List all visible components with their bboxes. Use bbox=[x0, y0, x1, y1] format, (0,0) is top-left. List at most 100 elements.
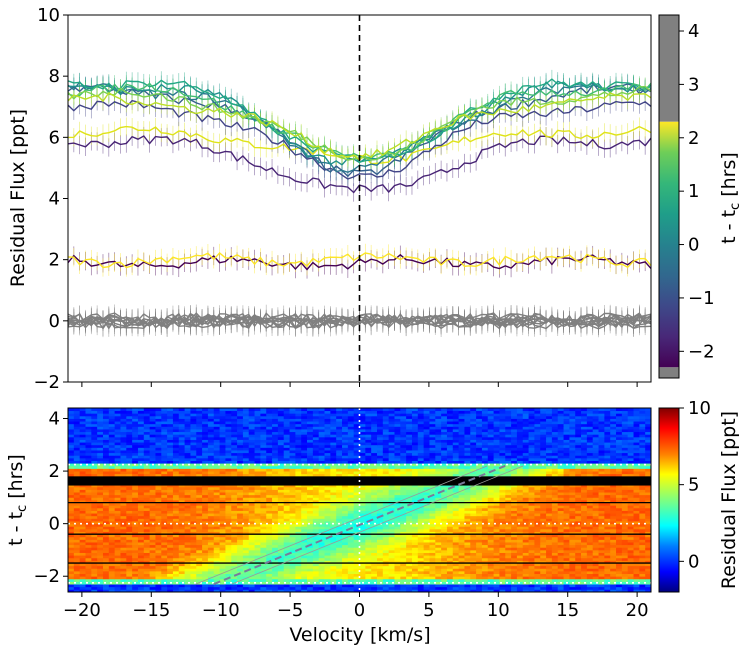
heatmap-cell bbox=[108, 497, 116, 501]
heatmap-cell bbox=[155, 531, 162, 535]
heatmap-cell bbox=[242, 568, 250, 572]
heatmap-cell bbox=[330, 471, 337, 475]
heatmap-cell bbox=[97, 510, 104, 514]
heatmap-cell bbox=[441, 560, 448, 564]
heatmap-cell bbox=[645, 465, 651, 469]
heatmap-cell bbox=[126, 507, 133, 511]
heatmap-cell bbox=[283, 494, 290, 498]
heatmap-cell bbox=[388, 505, 395, 509]
heatmap-cell bbox=[592, 510, 599, 514]
heatmap-cell bbox=[68, 539, 75, 543]
heatmap-cell bbox=[400, 573, 407, 577]
heatmap-cell bbox=[581, 507, 588, 511]
heatmap-cell bbox=[645, 549, 651, 553]
heatmap-cell bbox=[91, 534, 98, 538]
heatmap-cell bbox=[394, 510, 401, 514]
heatmap-cell bbox=[272, 468, 279, 472]
heatmap-cell bbox=[301, 565, 308, 569]
heatmap-cell bbox=[376, 552, 384, 556]
heatmap-cell bbox=[464, 573, 471, 577]
heatmap-cell bbox=[283, 500, 290, 504]
heatmap-cell bbox=[91, 576, 98, 580]
heatmap-cell bbox=[91, 471, 98, 475]
heatmap-cell bbox=[575, 502, 582, 506]
heatmap-cell bbox=[161, 521, 168, 525]
heatmap-cell bbox=[365, 557, 372, 561]
heatmap-cell bbox=[546, 502, 553, 506]
heatmap-cell bbox=[376, 536, 384, 540]
heatmap-cell bbox=[493, 534, 500, 538]
heatmap-cell bbox=[493, 560, 500, 564]
heatmap-cell bbox=[353, 518, 360, 522]
heatmap-cell bbox=[493, 589, 500, 592]
heatmap-cell bbox=[551, 500, 559, 504]
heatmap-cell bbox=[563, 560, 570, 564]
heatmap-cell bbox=[441, 568, 448, 572]
heatmap-cell bbox=[476, 552, 483, 556]
heatmap-cell bbox=[417, 492, 425, 496]
heatmap-cell bbox=[411, 552, 419, 556]
heatmap-cell bbox=[598, 502, 605, 506]
heatmap-cell bbox=[225, 497, 232, 501]
heatmap-cell bbox=[132, 565, 139, 569]
heatmap-cell bbox=[505, 563, 512, 567]
heatmap-cell bbox=[330, 523, 337, 527]
heatmap-cell bbox=[528, 565, 535, 569]
heatmap-cell bbox=[476, 581, 483, 585]
heatmap-cell bbox=[73, 523, 81, 527]
heatmap-cell bbox=[277, 573, 285, 577]
heatmap-cell bbox=[633, 576, 640, 580]
heatmap-cell bbox=[178, 486, 185, 490]
heatmap-cell bbox=[307, 581, 314, 585]
heatmap-cell bbox=[610, 589, 617, 592]
heatmap-cell bbox=[97, 565, 104, 569]
heatmap-cell bbox=[639, 568, 646, 572]
heatmap-cell bbox=[307, 570, 314, 574]
heatmap-cell bbox=[563, 521, 570, 525]
heatmap-cell bbox=[301, 463, 308, 467]
heatmap-cell bbox=[295, 521, 302, 525]
heatmap-cell bbox=[260, 468, 267, 472]
heatmap-cell bbox=[248, 536, 255, 540]
heatmap-cell bbox=[557, 526, 564, 530]
heatmap-cell bbox=[143, 494, 151, 498]
heatmap-cell bbox=[417, 468, 425, 472]
heatmap-cell bbox=[592, 518, 599, 522]
heatmap-cell bbox=[137, 468, 145, 472]
heatmap-cell bbox=[458, 563, 465, 567]
heatmap-cell bbox=[610, 536, 617, 540]
heatmap-cell bbox=[540, 565, 547, 569]
heatmap-cell bbox=[79, 526, 86, 530]
heatmap-cell bbox=[324, 586, 331, 590]
heatmap-cell bbox=[621, 497, 629, 501]
heatmap-cell bbox=[511, 584, 518, 588]
heatmap-cell bbox=[143, 510, 151, 514]
heatmap-cell bbox=[108, 578, 116, 582]
heatmap-cell bbox=[307, 539, 314, 543]
heatmap-cell bbox=[272, 484, 279, 488]
heatmap-cell bbox=[353, 515, 360, 519]
heatmap-cell bbox=[207, 555, 215, 559]
heatmap-cell bbox=[272, 536, 279, 540]
heatmap-cell bbox=[260, 510, 267, 514]
heatmap-cell bbox=[301, 589, 308, 592]
heatmap-cell bbox=[423, 502, 430, 506]
heatmap-cell bbox=[289, 463, 296, 467]
heatmap-cell bbox=[616, 565, 623, 569]
heatmap-cell bbox=[575, 486, 582, 490]
heatmap-cell bbox=[342, 494, 349, 498]
heatmap-cell bbox=[441, 505, 448, 509]
heatmap-cell bbox=[79, 584, 86, 588]
heatmap-cell bbox=[423, 560, 430, 564]
heatmap-cell bbox=[85, 473, 92, 477]
heatmap-cell bbox=[254, 568, 261, 572]
heatmap-cell bbox=[161, 568, 168, 572]
heatmap-cell bbox=[207, 518, 215, 522]
heatmap-cell bbox=[91, 549, 98, 553]
heatmap-cell bbox=[598, 515, 605, 519]
heatmap-cell bbox=[581, 471, 588, 475]
heatmap-cell bbox=[114, 484, 121, 488]
heatmap-cell bbox=[487, 555, 494, 559]
heatmap-cell bbox=[330, 465, 337, 469]
heatmap-cell bbox=[295, 471, 302, 475]
